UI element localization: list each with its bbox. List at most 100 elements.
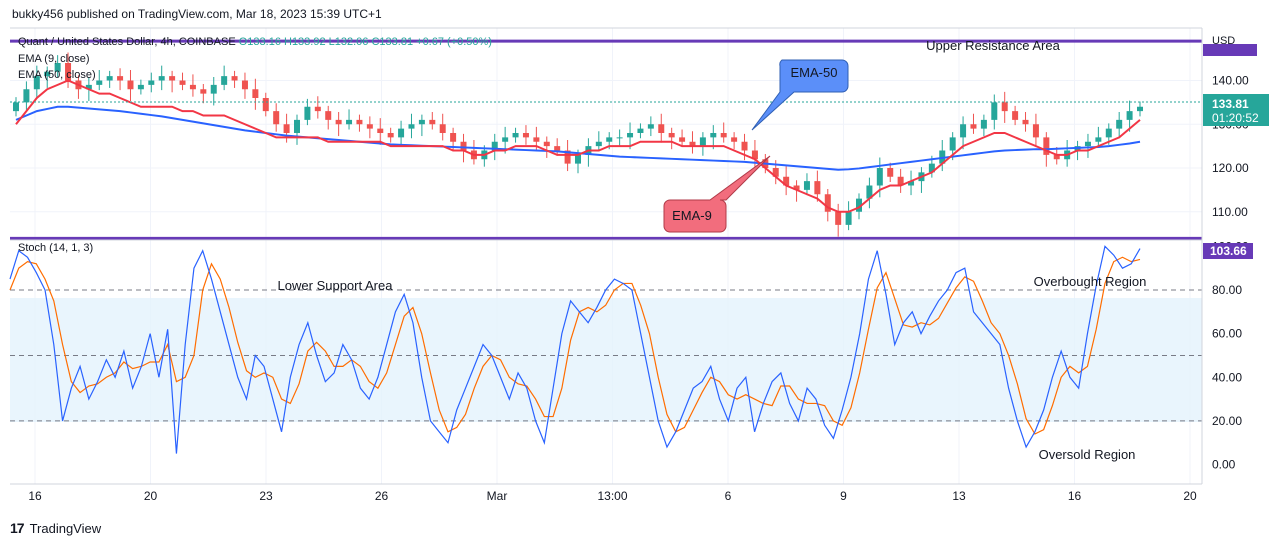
candle-body — [377, 128, 384, 133]
candle-body — [54, 63, 61, 72]
candle-body — [783, 176, 790, 186]
time-tick-label: 20 — [144, 489, 158, 503]
candle-body — [273, 111, 280, 125]
time-tick-label: Mar — [487, 489, 508, 503]
ema9-line — [15, 79, 1141, 213]
ohlc-high: H133.92 — [284, 36, 326, 48]
candle-body — [179, 80, 186, 85]
ohlc-close: C133.81 — [371, 36, 414, 48]
candle-body — [928, 163, 935, 173]
candle-body — [127, 80, 134, 90]
candle-body — [647, 124, 654, 129]
time-tick-label: 16 — [1068, 489, 1082, 503]
candle-body — [679, 137, 686, 142]
published-header: bukky456 published on TradingView.com, M… — [12, 7, 382, 21]
time-tick-label: 13 — [952, 489, 966, 503]
stoch-d-line — [9, 256, 1141, 435]
resistance-price-badge — [1203, 44, 1257, 56]
candle-body — [793, 185, 800, 190]
symbol-name: Quant / United States Dollar, 4h, COINBA… — [18, 36, 236, 48]
candle-body — [200, 89, 207, 94]
candle-body — [876, 168, 883, 186]
candle-body — [908, 181, 915, 186]
symbol-legend[interactable]: Quant / United States Dollar, 4h, COINBA… — [18, 36, 492, 48]
candle-body — [1053, 154, 1060, 160]
candle-body — [658, 124, 665, 133]
ema50-callout: EMA-50 — [751, 59, 849, 131]
time-tick-label: 26 — [375, 489, 389, 503]
candle-body — [325, 111, 332, 120]
candle-body — [418, 119, 425, 125]
candle-body — [991, 102, 998, 120]
candle-body — [241, 80, 248, 90]
candle-body — [252, 89, 259, 98]
candle-body — [491, 141, 498, 151]
candle-body — [189, 84, 196, 90]
candle-body — [1116, 119, 1123, 129]
candle-body — [949, 137, 956, 151]
candle-body — [543, 141, 550, 147]
stoch-tick-label: 60.00 — [1212, 327, 1242, 341]
ema9-legend[interactable]: EMA (9, close) — [18, 53, 90, 65]
candle-body — [304, 106, 311, 120]
lower-support-label: Lower Support Area — [278, 278, 394, 293]
candle-body — [866, 185, 873, 199]
candle-body — [44, 71, 51, 77]
candle-body — [356, 119, 363, 125]
candle-body — [887, 168, 894, 177]
candle-body — [845, 211, 852, 225]
candle-body — [85, 84, 92, 90]
stoch-k-line — [9, 245, 1141, 454]
candle-body — [595, 141, 602, 147]
stoch-tick-label: 20.00 — [1212, 414, 1242, 428]
candle-body — [668, 133, 675, 138]
stoch-legend[interactable]: Stoch (14, 1, 3) — [18, 242, 94, 254]
stoch-marker-value: 103.66 — [1210, 244, 1247, 258]
price-tick-label: 140.00 — [1212, 74, 1249, 88]
candle-body — [575, 154, 581, 164]
candle-body — [772, 168, 779, 177]
stoch-tick-label: 0.00 — [1212, 458, 1236, 472]
candle-body — [148, 80, 155, 85]
candle-body — [606, 137, 613, 142]
candle-body — [158, 76, 165, 81]
candle-body — [699, 137, 706, 147]
candle-body — [117, 76, 124, 81]
candle-body — [741, 141, 748, 151]
candle-body — [1043, 137, 1050, 155]
candle-body — [262, 98, 269, 112]
time-tick-label: 6 — [725, 489, 732, 503]
candle-body — [533, 137, 540, 142]
candle-body — [835, 211, 842, 225]
stoch-marker-badge — [1203, 243, 1253, 259]
candle-body — [803, 181, 810, 190]
candle-body — [314, 106, 321, 112]
ema50-legend[interactable]: EMA (50, close) — [18, 69, 96, 81]
candle-body — [616, 137, 623, 139]
candle-body — [1084, 141, 1091, 147]
candle-body — [210, 84, 217, 94]
candle-body — [1105, 128, 1112, 138]
candle-body — [429, 119, 436, 125]
time-tick-label: 13:00 — [597, 489, 627, 503]
price-tick-label: 120.00 — [1212, 161, 1249, 175]
candle-body — [824, 194, 831, 212]
current-price-badge — [1203, 94, 1269, 126]
candle-body — [554, 146, 561, 151]
candle-body — [1126, 111, 1133, 120]
candle-body — [460, 141, 467, 151]
candle-body — [1095, 137, 1102, 142]
candle-body — [731, 137, 738, 142]
candle-body — [970, 124, 977, 129]
time-tick-label: 20 — [1183, 489, 1197, 503]
ema50-callout-label: EMA-50 — [791, 65, 838, 80]
candle-body — [960, 124, 967, 138]
candle-body — [627, 133, 634, 138]
time-axis-ticks: 16 20 23 26 Mar 13:00 6 9 13 16 20 — [28, 489, 1197, 503]
candle-body — [23, 89, 30, 103]
candle-body — [710, 133, 717, 138]
candle-body — [1032, 124, 1039, 138]
tradingview-footer[interactable]: 17 TradingView — [10, 520, 101, 536]
